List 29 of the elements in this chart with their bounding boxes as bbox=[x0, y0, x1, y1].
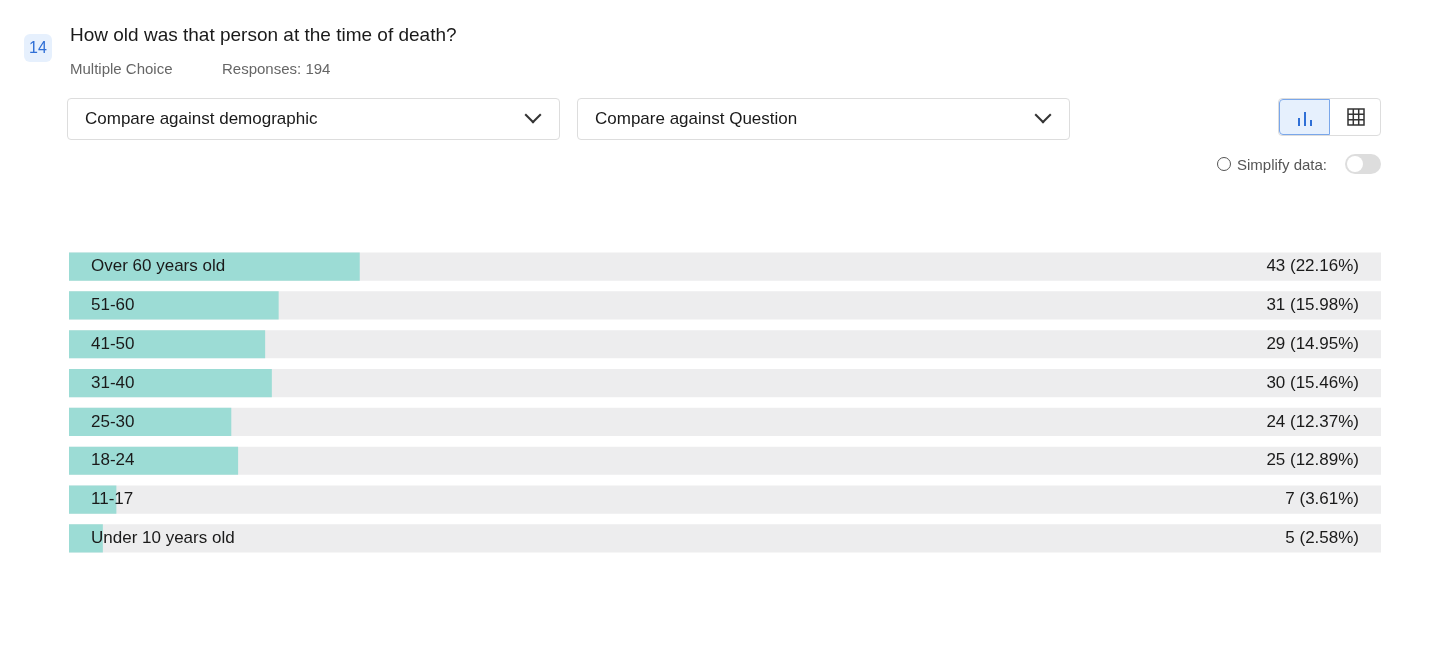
bar bbox=[69, 446, 239, 475]
y-tick-label: 31-40 bbox=[91, 372, 135, 392]
data-label: 5 (2.58%) bbox=[1285, 528, 1359, 548]
chart-title: How old was that person at the time of death? bbox=[70, 24, 457, 46]
data-label: 31 (15.98%) bbox=[1266, 295, 1359, 315]
bar bbox=[69, 369, 272, 398]
data-label: 25 (12.89%) bbox=[1266, 450, 1359, 470]
text: Multiple Choice bbox=[70, 60, 173, 77]
text: Responses: 194 bbox=[222, 60, 331, 77]
text: Compare against Question bbox=[577, 98, 1070, 140]
data-label: 24 (12.37%) bbox=[1266, 411, 1359, 431]
bar bbox=[69, 407, 232, 436]
text: Simplify data: bbox=[1237, 156, 1328, 173]
bar bbox=[69, 252, 360, 281]
text: Compare against demographic bbox=[67, 98, 560, 140]
y-tick-label: Over 60 years old bbox=[91, 256, 226, 276]
y-tick-label: 25-30 bbox=[91, 411, 135, 431]
data-label: 43 (22.16%) bbox=[1266, 256, 1359, 276]
y-tick-label: 41-50 bbox=[91, 333, 135, 353]
y-tick-label: 11-17 bbox=[91, 489, 134, 509]
data-label: 29 (14.95%) bbox=[1266, 333, 1359, 353]
bar bbox=[69, 291, 279, 320]
y-tick-label: 18-24 bbox=[91, 450, 135, 470]
data-label: 7 (3.61%) bbox=[1285, 489, 1359, 509]
text: 14 bbox=[24, 34, 52, 62]
data-label: 30 (15.46%) bbox=[1266, 372, 1359, 392]
y-tick-label: 51-60 bbox=[91, 295, 135, 315]
y-tick-label: Under 10 years old bbox=[91, 528, 235, 548]
bar bbox=[69, 330, 266, 359]
